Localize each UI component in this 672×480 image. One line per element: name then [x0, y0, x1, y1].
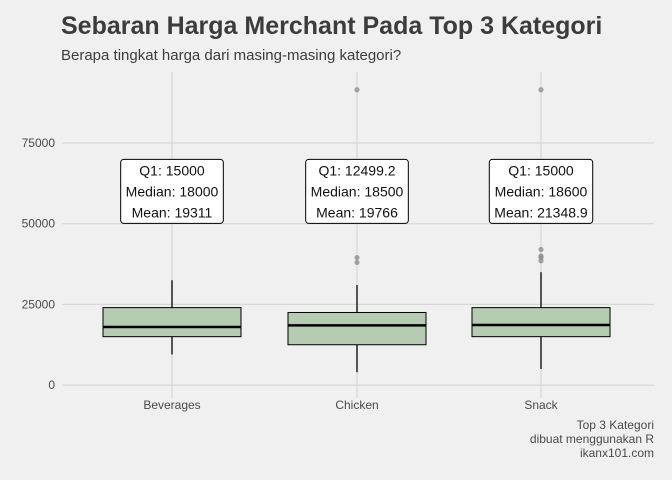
x-tick-label: Beverages — [143, 398, 200, 412]
outlier-point — [354, 87, 360, 93]
outlier-point — [354, 259, 360, 266]
stat-label-line: Median: 18600 — [495, 183, 588, 199]
caption-line-2: dibuat menggunakan R — [529, 432, 654, 446]
caption-line-3: ikanx101.com — [579, 446, 654, 460]
stat-label-line: Q1: 15000 — [139, 162, 205, 178]
outlier-point — [538, 253, 544, 259]
y-tick-label: 50000 — [22, 217, 56, 231]
stat-label-line: Mean: 21348.9 — [494, 204, 588, 220]
stat-label-box — [305, 158, 409, 224]
box-iqr — [287, 311, 427, 346]
stat-label-line: Mean: 19311 — [132, 204, 213, 220]
y-tick-label: 25000 — [22, 297, 56, 311]
stat-label-box — [488, 158, 594, 224]
y-tick-label: 0 — [48, 378, 55, 392]
stat-label-line: Median: 18500 — [311, 183, 404, 199]
outlier-point — [354, 254, 360, 261]
y-tick-label: 75000 — [22, 136, 56, 150]
box-iqr — [471, 307, 611, 338]
box-iqr — [102, 307, 242, 338]
stat-label-line: Q1: 12499.2 — [318, 162, 395, 178]
outlier-point — [538, 246, 544, 253]
outlier-point — [538, 87, 544, 93]
chart-subtitle: Berapa tingkat harga dari masing-masing … — [61, 47, 402, 64]
stat-label-line: Mean: 19766 — [316, 204, 398, 220]
stat-label-box — [120, 158, 224, 224]
stat-label-line: Median: 18000 — [126, 183, 219, 199]
caption-line-1: Top 3 Kategori — [576, 418, 654, 432]
x-tick-label: Snack — [524, 398, 558, 412]
x-tick-label: Chicken — [335, 398, 378, 412]
chart-title: Sebaran Harga Merchant Pada Top 3 Katego… — [61, 12, 603, 40]
stat-label-line: Q1: 15000 — [508, 162, 574, 178]
